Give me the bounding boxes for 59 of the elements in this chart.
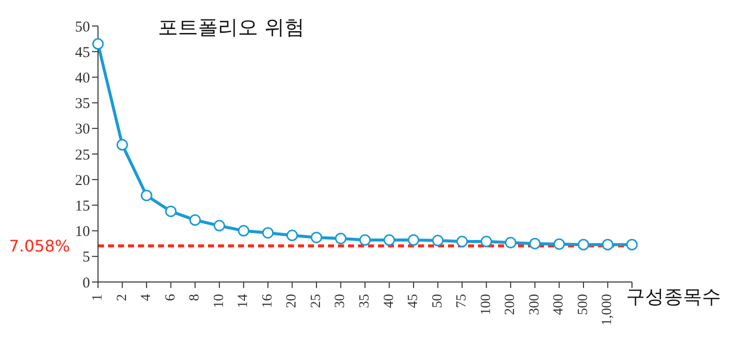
y-tick-label: 5 <box>82 250 90 266</box>
point <box>165 206 177 218</box>
x-tick-label: 2 <box>114 294 130 301</box>
x-tick-label: 30 <box>333 294 348 308</box>
y-tick-label: 20 <box>75 172 90 189</box>
y-tick-label: 50 <box>75 19 90 36</box>
x-tick-label: 300 <box>527 294 542 315</box>
point <box>384 234 396 246</box>
point <box>286 230 298 242</box>
x-tick-label: 20 <box>284 294 300 308</box>
point <box>504 236 516 248</box>
point <box>262 227 274 239</box>
x-axis-title: 구성종목수 <box>626 285 721 310</box>
point <box>310 232 322 244</box>
x-tick-label: 25 <box>308 294 324 308</box>
point <box>602 238 614 250</box>
x-tick-label: 16 <box>260 294 276 308</box>
x-tick-label: 6 <box>163 294 178 301</box>
x-tick-label: 40 <box>382 294 397 308</box>
point <box>480 236 492 248</box>
point <box>214 220 226 232</box>
x-tick-label: 14 <box>236 294 252 308</box>
point <box>456 236 468 248</box>
y-tick-label: 40 <box>75 70 90 87</box>
x-tick-label: 45 <box>406 294 422 308</box>
point <box>408 234 420 246</box>
x-tick-label: 1,000 <box>600 294 616 326</box>
y-tick-label: 35 <box>75 96 90 112</box>
point <box>553 238 565 250</box>
point <box>359 234 371 246</box>
ref-line-label: 7.058% <box>8 236 70 256</box>
y-tick-label: 45 <box>75 44 90 61</box>
x-tick-label: 10 <box>212 294 227 308</box>
point <box>238 225 250 237</box>
point <box>626 238 638 250</box>
point <box>432 234 444 246</box>
y-tick-label: 25 <box>75 147 90 164</box>
x-tick-label: 75 <box>454 294 470 308</box>
x-tick-label: 35 <box>358 294 372 308</box>
point <box>578 238 590 250</box>
point <box>189 214 201 226</box>
y-tick-label: 0 <box>82 275 90 292</box>
y-tick-label: 30 <box>75 122 90 138</box>
x-tick-label: 4 <box>139 294 154 301</box>
x-tick-label: 200 <box>503 294 518 315</box>
x-tick-label: 500 <box>576 294 591 315</box>
x-tick-label: 400 <box>552 294 567 315</box>
point <box>92 38 104 50</box>
point <box>334 232 346 244</box>
y-tick-label: 10 <box>75 224 90 240</box>
x-tick-label: 100 <box>478 294 494 315</box>
point <box>140 190 152 202</box>
chart-title: 포트폴리오 위험 <box>158 14 304 41</box>
y-tick-label: 15 <box>75 198 90 215</box>
x-tick-label: 50 <box>430 294 446 308</box>
point <box>116 139 128 151</box>
x-tick-label: 1 <box>90 294 106 301</box>
point <box>529 238 541 250</box>
x-tick-label: 8 <box>188 294 203 301</box>
